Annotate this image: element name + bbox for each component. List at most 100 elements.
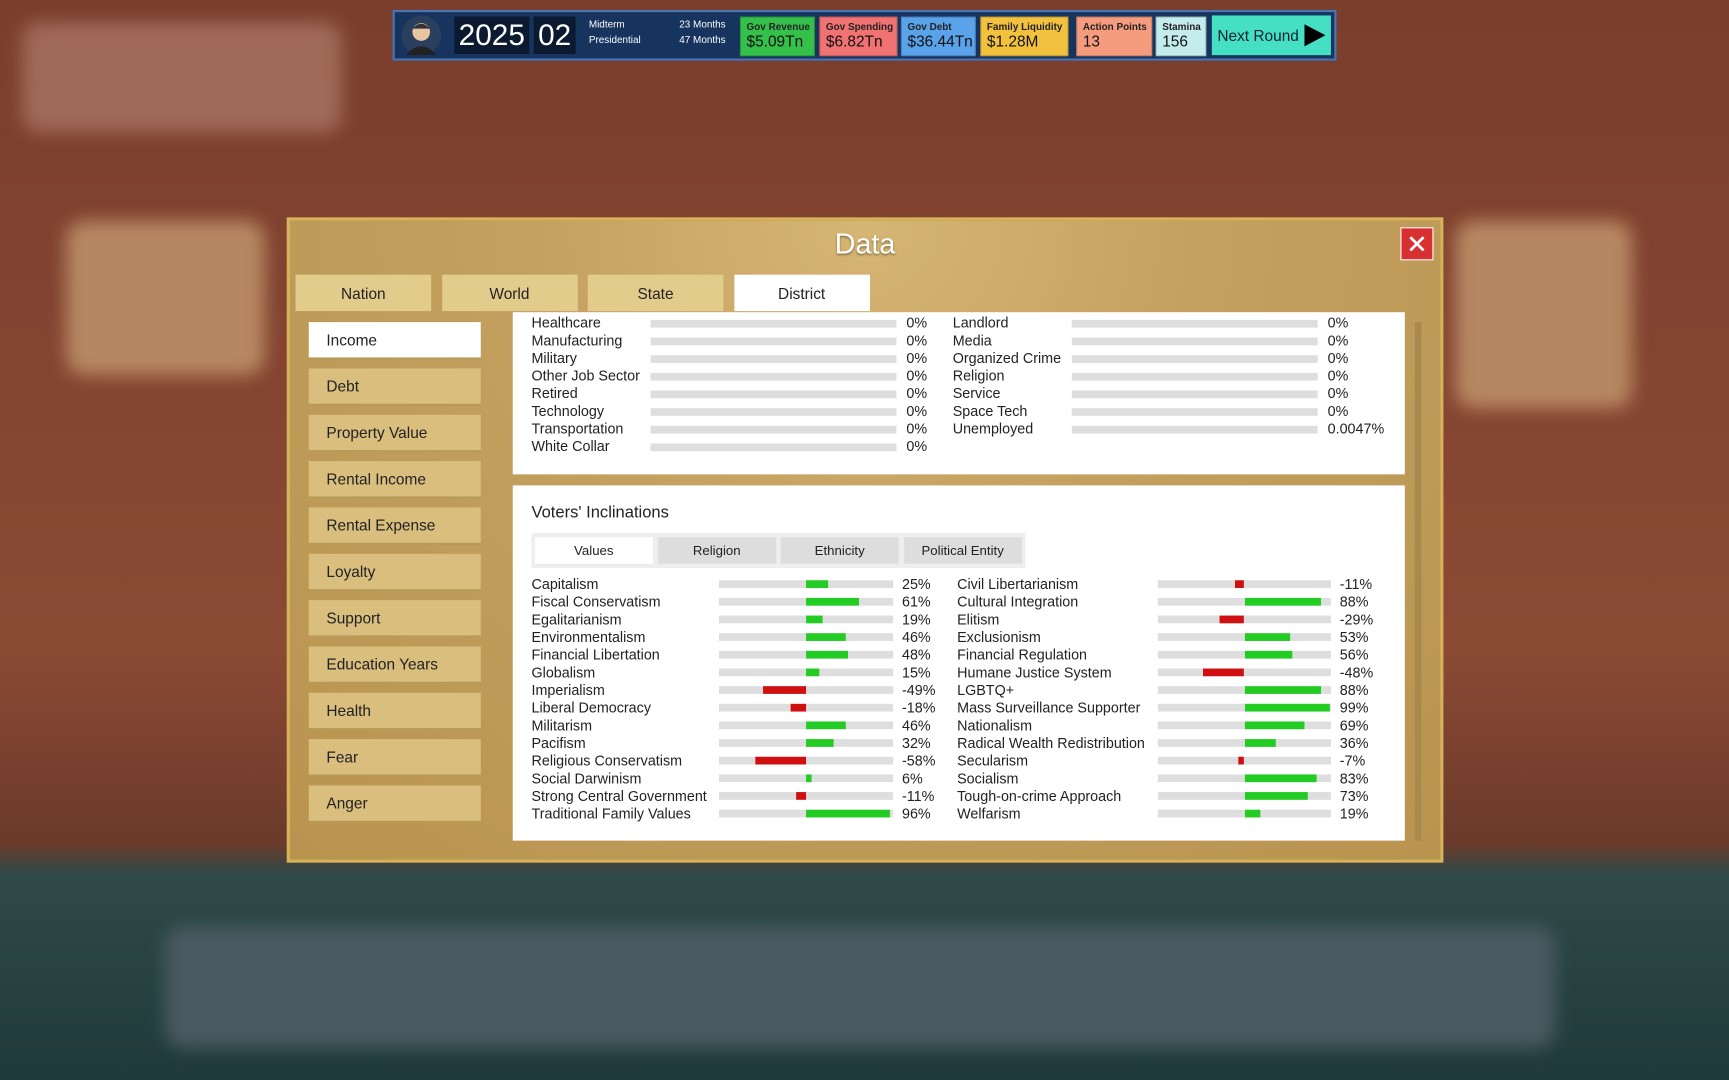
background-widget xyxy=(1455,220,1632,409)
subtab[interactable]: Values xyxy=(534,537,653,564)
presidential-time: 47 Months xyxy=(679,34,726,46)
job-name: Organized Crime xyxy=(952,349,1062,367)
bar-track xyxy=(650,443,897,452)
bar-track xyxy=(718,774,894,783)
job-name: Technology xyxy=(531,402,605,420)
inclination-name: Social Darwinism xyxy=(531,770,642,787)
tab[interactable]: State xyxy=(587,274,724,312)
side-menu-item[interactable]: Education Years xyxy=(308,646,481,682)
side-menu-item[interactable]: Health xyxy=(308,692,481,729)
inclination-value: -7% xyxy=(1339,752,1366,769)
side-menu-item[interactable]: Income xyxy=(308,322,481,358)
inclination-bar xyxy=(1244,650,1293,659)
inclination-value: 53% xyxy=(1339,628,1369,646)
inclination-bar xyxy=(1219,615,1245,624)
inclination-bar xyxy=(1244,809,1261,818)
job-name: Service xyxy=(952,385,1001,402)
side-menu-item[interactable]: Property Value xyxy=(308,414,481,451)
inclination-value: 88% xyxy=(1339,593,1369,611)
inclination-name: Cultural Integration xyxy=(957,593,1079,611)
close-button[interactable] xyxy=(1400,227,1434,261)
tab[interactable]: District xyxy=(733,274,870,312)
midterm-label: Midterm xyxy=(588,18,625,30)
bar-track xyxy=(650,355,897,363)
job-value: 0% xyxy=(1327,314,1349,331)
job-value: 0% xyxy=(1327,367,1349,384)
scrollbar xyxy=(1414,322,1422,841)
side-menu-item[interactable]: Support xyxy=(308,600,481,636)
stat-label: Action Points xyxy=(1082,20,1147,32)
job-value: 0% xyxy=(1327,402,1349,420)
tab[interactable]: Nation xyxy=(295,274,432,312)
subtab[interactable]: Ethnicity xyxy=(780,537,899,564)
inclination-bar xyxy=(806,721,847,730)
stat-value: $5.09Tn xyxy=(746,31,804,50)
bar-track xyxy=(1071,337,1318,346)
bar-track xyxy=(650,319,897,328)
inclination-bar xyxy=(1244,739,1276,747)
side-menu-item[interactable]: Rental Expense xyxy=(308,507,481,543)
inclination-value: 19% xyxy=(901,611,931,628)
avatar xyxy=(401,15,442,56)
inclination-name: Socialism xyxy=(957,770,1019,787)
inclination-bar xyxy=(755,756,807,765)
inclination-value: 56% xyxy=(1339,646,1369,664)
inclination-bar xyxy=(1202,668,1245,677)
stat: Gov Debt $36.44Tn xyxy=(900,16,976,57)
inclination-name: Secularism xyxy=(957,752,1029,769)
inclination-bar xyxy=(1234,580,1245,588)
subtab[interactable]: Religion xyxy=(657,537,776,564)
job-name: White Collar xyxy=(531,437,610,455)
inclination-name: Pacifism xyxy=(531,734,586,752)
inclination-name: Elitism xyxy=(957,611,1000,628)
side-menu-item[interactable]: Rental Income xyxy=(308,461,481,497)
bar-track xyxy=(1157,756,1331,765)
inclination-value: -58% xyxy=(901,752,936,769)
job-value: 0% xyxy=(1327,385,1349,402)
side-menu-item[interactable]: Debt xyxy=(308,368,481,404)
inclination-value: -48% xyxy=(1339,664,1374,681)
section-title: Voters' Inclinations xyxy=(531,503,669,522)
inclination-bar xyxy=(1244,686,1321,694)
stat-label: Stamina xyxy=(1162,20,1201,32)
side-menu-item[interactable]: Anger xyxy=(308,785,481,821)
job-name: Media xyxy=(952,332,992,349)
bar-track xyxy=(718,686,894,694)
inclination-name: Financial Regulation xyxy=(957,646,1088,664)
next-round-button[interactable]: Next Round xyxy=(1211,15,1331,56)
subtab[interactable]: Political Entity xyxy=(903,537,1022,564)
next-round-label: Next Round xyxy=(1217,26,1299,45)
inclination-value: 36% xyxy=(1339,734,1369,752)
inclination-value: -49% xyxy=(901,681,936,699)
inclination-bar xyxy=(806,597,860,606)
bar-track xyxy=(718,597,894,606)
stat-label: Gov Revenue xyxy=(746,20,810,32)
job-name: Religion xyxy=(952,367,1005,384)
bar-track xyxy=(1071,390,1318,399)
side-menu-item[interactable]: Fear xyxy=(308,739,481,775)
bar-track xyxy=(1157,739,1331,747)
job-value: 0% xyxy=(906,314,928,331)
inclination-value: 6% xyxy=(901,770,923,787)
bar-track xyxy=(718,650,894,659)
job-name: Unemployed xyxy=(952,420,1034,437)
dialog-title: Data xyxy=(834,227,896,261)
inclination-value: -11% xyxy=(901,787,935,805)
inclination-bar xyxy=(1244,597,1321,606)
stat-value: $36.44Tn xyxy=(907,31,973,50)
job-value: 0% xyxy=(906,349,928,367)
inclination-value: 32% xyxy=(901,734,931,752)
job-name: Healthcare xyxy=(531,314,601,331)
inclination-name: Liberal Democracy xyxy=(531,699,651,716)
job-name: Manufacturing xyxy=(531,332,623,349)
inclination-value: 83% xyxy=(1339,770,1369,787)
inclination-value: 61% xyxy=(901,593,931,611)
tab[interactable]: World xyxy=(441,274,578,312)
inclination-value: 73% xyxy=(1339,787,1369,805)
midterm-time: 23 Months xyxy=(679,18,726,30)
inclination-name: Exclusionism xyxy=(957,628,1041,646)
side-menu-item[interactable]: Loyalty xyxy=(308,553,481,590)
bar-track xyxy=(1157,721,1331,730)
stat-label: Gov Spending xyxy=(825,20,894,32)
bar-track xyxy=(1157,597,1331,606)
